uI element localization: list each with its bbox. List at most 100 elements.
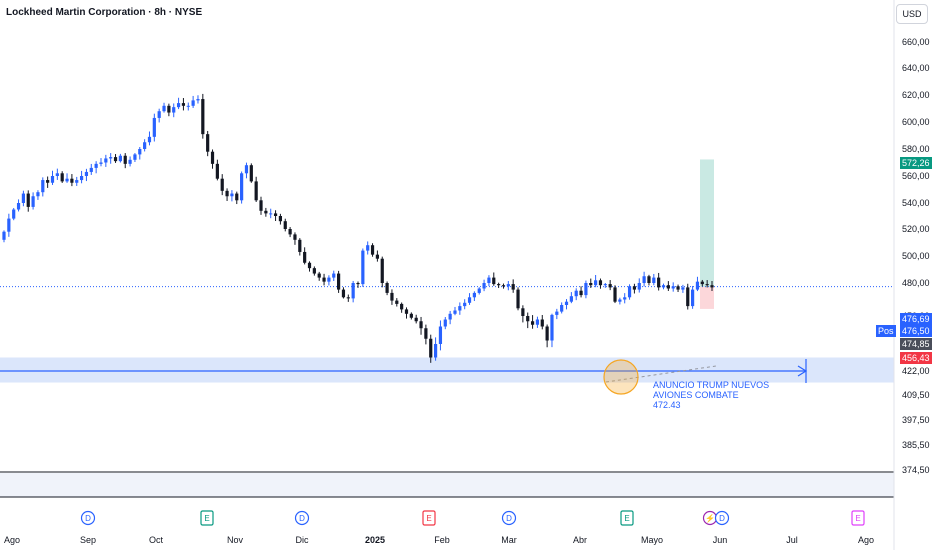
candle <box>201 99 205 135</box>
candle <box>385 283 389 293</box>
y-tick-label: 620,00 <box>902 90 930 100</box>
price-label-text: 476,50 <box>902 326 930 336</box>
candle <box>273 213 278 216</box>
candle <box>366 245 370 251</box>
earnings-icon <box>851 510 865 526</box>
x-tick-label: Mar <box>501 535 517 545</box>
candle <box>264 210 268 214</box>
candle <box>516 289 520 309</box>
candle <box>710 285 714 288</box>
y-tick-label: 520,00 <box>902 224 930 234</box>
candle <box>671 286 675 289</box>
event-label: ⚡ <box>705 513 715 523</box>
candle <box>21 193 25 203</box>
candle <box>511 284 515 290</box>
candle <box>657 277 661 288</box>
candle <box>143 142 147 149</box>
candle <box>317 273 321 278</box>
price-labels: 572,26 476,69 476,50 Pos 474,85 456,43 <box>876 157 932 364</box>
event-label: D <box>506 514 512 523</box>
candle <box>196 99 200 101</box>
candle <box>637 283 641 290</box>
candle <box>550 314 554 341</box>
candles <box>2 93 714 363</box>
candle <box>70 178 74 183</box>
candle <box>458 306 462 311</box>
candle <box>632 286 637 290</box>
candle <box>589 283 593 286</box>
y-tick-label: 560,00 <box>902 171 930 181</box>
candle <box>31 196 35 207</box>
candle <box>594 280 598 286</box>
y-tick-label: 480,00 <box>902 278 930 288</box>
candle <box>390 292 394 301</box>
candle <box>346 297 350 299</box>
earnings-icon <box>422 510 436 526</box>
candle <box>259 200 263 211</box>
price-label-box <box>900 338 932 350</box>
currency-button[interactable]: USD <box>896 4 928 24</box>
candle <box>89 167 93 172</box>
candle <box>370 245 375 255</box>
candle <box>12 209 16 219</box>
candle <box>472 292 476 298</box>
candle <box>186 105 190 107</box>
dividend-icon <box>294 510 310 526</box>
candle <box>244 165 249 174</box>
candle <box>569 296 573 302</box>
support-zone <box>0 357 894 383</box>
candle <box>540 319 544 327</box>
candle <box>240 173 244 201</box>
candle <box>361 250 365 285</box>
candle <box>545 326 549 341</box>
candle <box>65 178 69 182</box>
candle <box>666 285 670 289</box>
candle <box>356 283 360 285</box>
candle <box>167 105 171 113</box>
candle <box>695 281 700 290</box>
candle <box>375 254 379 259</box>
candle <box>574 290 578 297</box>
price-label-text: 474,85 <box>902 339 930 349</box>
candle <box>686 287 690 307</box>
candle <box>433 344 438 358</box>
candle <box>603 284 607 286</box>
candle <box>210 151 215 164</box>
target-zone <box>700 159 714 287</box>
candle <box>676 286 680 290</box>
dashed-trendline <box>605 365 717 383</box>
candle <box>36 192 40 197</box>
candle <box>113 157 118 162</box>
annotation-text: 472.43 <box>653 400 681 410</box>
candle <box>254 181 258 201</box>
candle <box>337 273 341 290</box>
candle <box>249 165 253 182</box>
y-tick-label: 409,50 <box>902 390 930 400</box>
candle <box>613 287 617 302</box>
x-tick-label: Jul <box>786 535 798 545</box>
y-tick-label: 640,00 <box>902 63 930 73</box>
y-tick-label: 580,00 <box>902 144 930 154</box>
dividend-icon <box>501 510 517 526</box>
candle <box>395 300 399 304</box>
candle <box>482 283 486 289</box>
candle <box>75 180 79 183</box>
candle <box>598 280 603 286</box>
candle <box>293 234 297 240</box>
candle <box>647 276 651 283</box>
candle <box>681 287 685 290</box>
candle <box>477 288 481 293</box>
candle <box>691 289 695 307</box>
candle <box>307 262 312 269</box>
x-tick-label: 2025 <box>365 535 385 545</box>
candle <box>409 313 413 318</box>
candle <box>147 136 152 143</box>
candle <box>181 103 186 106</box>
candle <box>206 134 210 152</box>
candle <box>429 338 433 358</box>
candle <box>133 154 137 160</box>
dividend-icon <box>714 510 730 526</box>
candle <box>443 319 447 327</box>
candle <box>16 203 21 210</box>
